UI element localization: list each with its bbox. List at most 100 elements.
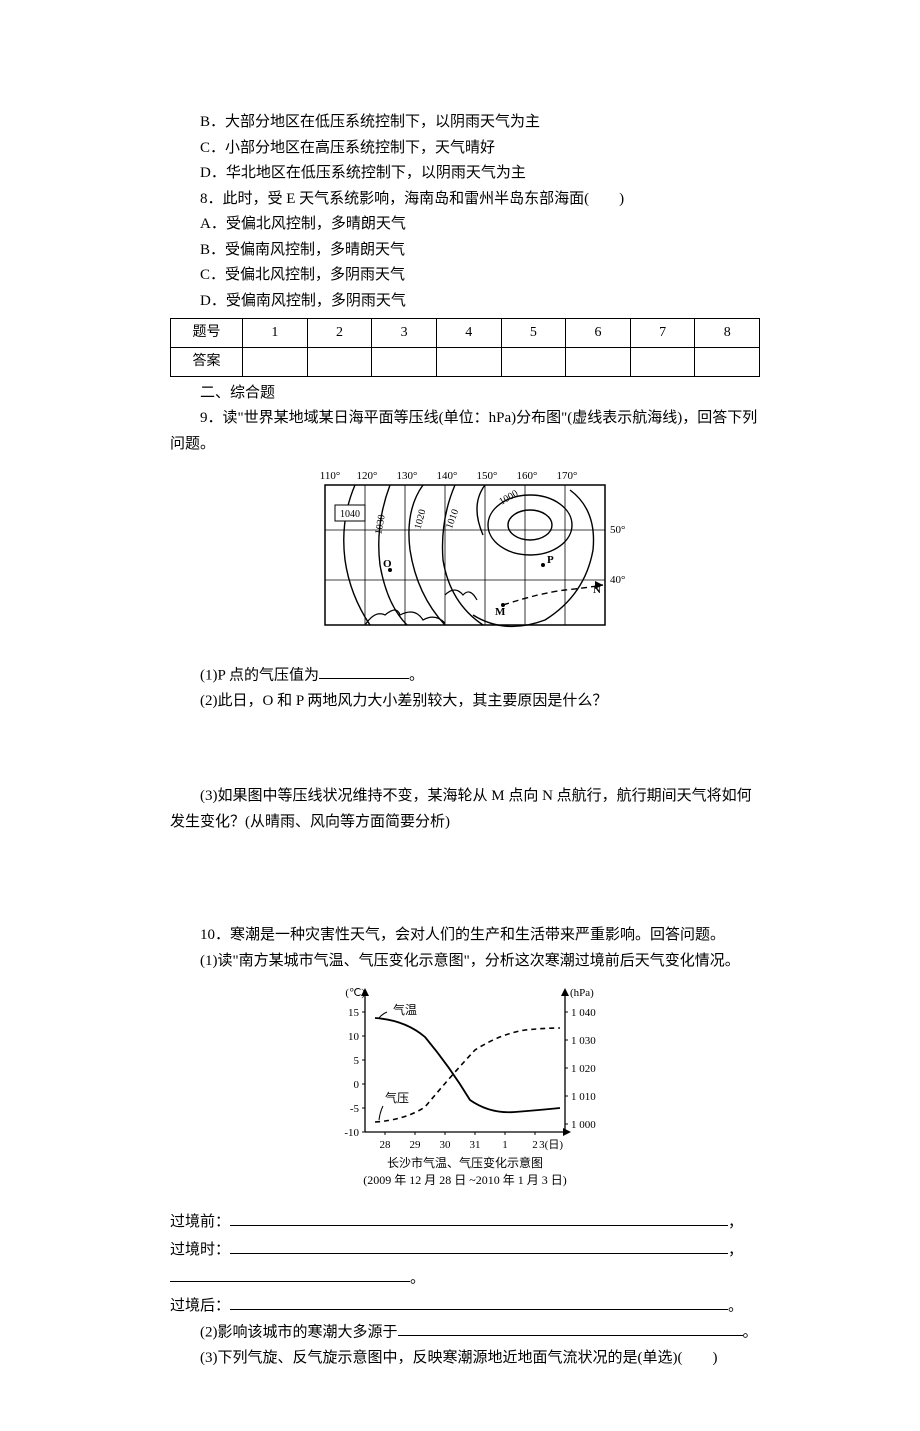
before-label: 过境前： — [170, 1210, 230, 1236]
svg-text:1030: 1030 — [373, 514, 387, 536]
q7-option-d: D．华北地区在低压系统控制下，以阴雨天气为主 — [170, 161, 760, 187]
svg-text:0: 0 — [354, 1079, 360, 1091]
svg-text:1: 1 — [502, 1139, 508, 1151]
svg-text:(℃): (℃) — [345, 987, 365, 999]
during-suffix: 。 — [410, 1270, 425, 1286]
answer-cell[interactable] — [566, 347, 631, 376]
blank-input[interactable] — [230, 1210, 728, 1227]
q7-option-c: C．小部分地区在高压系统控制下，天气晴好 — [170, 136, 760, 162]
q8-option-a: A．受偏北风控制，多晴朗天气 — [170, 212, 760, 238]
q10-during-row: 过境时： ， — [170, 1238, 760, 1264]
svg-text:1 000: 1 000 — [571, 1119, 596, 1131]
svg-text:1000: 1000 — [497, 488, 520, 508]
svg-text:5: 5 — [354, 1055, 360, 1067]
svg-text:40°: 40° — [610, 574, 625, 586]
q8-option-c: C．受偏北风控制，多阴雨天气 — [170, 263, 760, 289]
answer-table: 题号 1 2 3 4 5 6 7 8 答案 — [170, 318, 760, 377]
answer-cell[interactable] — [243, 347, 308, 376]
q10-sub2-suffix: 。 — [743, 1324, 758, 1340]
svg-text:(hPa): (hPa) — [570, 987, 594, 999]
svg-text:140°: 140° — [437, 470, 458, 482]
header-cell: 5 — [501, 319, 566, 348]
svg-text:50°: 50° — [610, 524, 625, 536]
during-label: 过境时： — [170, 1238, 230, 1264]
table-row: 题号 1 2 3 4 5 6 7 8 — [171, 319, 760, 348]
blank-input[interactable] — [398, 1320, 743, 1337]
blank-input[interactable] — [319, 663, 409, 680]
svg-text:10: 10 — [348, 1031, 360, 1043]
svg-text:M: M — [495, 606, 506, 618]
answer-cell[interactable] — [372, 347, 437, 376]
svg-text:28: 28 — [380, 1139, 392, 1151]
svg-text:3(日): 3(日) — [539, 1139, 563, 1151]
after-suffix: 。 — [728, 1298, 743, 1314]
blank-input[interactable] — [230, 1238, 728, 1255]
header-cell: 题号 — [171, 319, 243, 348]
svg-text:气压: 气压 — [385, 1090, 409, 1105]
q8-option-d: D．受偏南风控制，多阴雨天气 — [170, 289, 760, 315]
comma: ， — [728, 1214, 743, 1230]
answer-cell[interactable] — [436, 347, 501, 376]
svg-text:1 010: 1 010 — [571, 1091, 596, 1103]
svg-text:15: 15 — [348, 1007, 360, 1019]
svg-text:P: P — [547, 554, 554, 566]
svg-text:30: 30 — [440, 1139, 452, 1151]
svg-text:长沙市气温、气压变化示意图: 长沙市气温、气压变化示意图 — [387, 1155, 543, 1170]
q10-after-row: 过境后： 。 — [170, 1294, 760, 1320]
q9-sub2: (2)此日，O 和 P 两地风力大小差别较大，其主要原因是什么？ — [170, 689, 760, 715]
q9-sub1-suffix: 。 — [409, 667, 424, 683]
q8-option-b: B．受偏南风控制，多晴朗天气 — [170, 238, 760, 264]
q9-sub3: (3)如果图中等压线状况维持不变，某海轮从 M 点向 N 点航行，航行期间天气将… — [170, 784, 760, 835]
header-cell: 3 — [372, 319, 437, 348]
table-row: 答案 — [171, 347, 760, 376]
q10-stem: 10．寒潮是一种灾害性天气，会对人们的生产和生活带来严重影响。回答问题。 — [170, 923, 760, 949]
q10-sub3: (3)下列气旋、反气旋示意图中，反映寒潮源地近地面气流状况的是(单选)( ) — [170, 1346, 760, 1372]
svg-text:160°: 160° — [517, 470, 538, 482]
svg-text:1 030: 1 030 — [571, 1035, 596, 1047]
q9-sub1: (1)P 点的气压值为 。 — [170, 663, 760, 689]
answer-cell[interactable] — [501, 347, 566, 376]
header-cell: 8 — [695, 319, 760, 348]
header-cell: 7 — [630, 319, 695, 348]
answer-label-cell: 答案 — [171, 347, 243, 376]
svg-text:170°: 170° — [557, 470, 578, 482]
header-cell: 4 — [436, 319, 501, 348]
svg-text:1 040: 1 040 — [571, 1007, 596, 1019]
svg-text:31: 31 — [470, 1139, 481, 1151]
section-2-title: 二、综合题 — [170, 381, 760, 407]
svg-text:1040: 1040 — [340, 509, 360, 520]
temp-pressure-chart: 15 10 5 0 -5 -10 1 040 1 030 1 020 1 010… — [170, 982, 760, 1202]
answer-cell[interactable] — [695, 347, 760, 376]
comma: ， — [728, 1242, 743, 1258]
isobar-map: 110° 120° 130° 140° 150° 160° 170° 50° 4… — [170, 465, 760, 655]
svg-text:-10: -10 — [344, 1127, 359, 1139]
svg-text:150°: 150° — [477, 470, 498, 482]
svg-text:(2009 年 12 月 28 日 ~2010 年 1 月: (2009 年 12 月 28 日 ~2010 年 1 月 3 日) — [363, 1173, 567, 1187]
after-label: 过境后： — [170, 1294, 230, 1320]
q9-sub1-prefix: (1)P 点的气压值为 — [200, 667, 319, 683]
q10-sub1: (1)读"南方某城市气温、气压变化示意图"，分析这次寒潮过境前后天气变化情况。 — [170, 949, 760, 975]
header-cell: 1 — [243, 319, 308, 348]
svg-text:120°: 120° — [357, 470, 378, 482]
blank-input[interactable] — [170, 1266, 410, 1283]
q10-sub2: (2)影响该城市的寒潮大多源于 。 — [170, 1320, 760, 1346]
header-cell: 2 — [307, 319, 372, 348]
svg-text:1 020: 1 020 — [571, 1063, 596, 1075]
svg-text:29: 29 — [410, 1139, 422, 1151]
answer-cell[interactable] — [307, 347, 372, 376]
svg-text:气温: 气温 — [393, 1002, 417, 1017]
q8-stem: 8．此时，受 E 天气系统影响，海南岛和雷州半岛东部海面( ) — [170, 187, 760, 213]
q10-during-row2: 。 — [170, 1266, 760, 1292]
svg-text:130°: 130° — [397, 470, 418, 482]
header-cell: 6 — [566, 319, 631, 348]
q10-sub2-prefix: (2)影响该城市的寒潮大多源于 — [200, 1324, 398, 1340]
svg-text:2: 2 — [532, 1139, 538, 1151]
svg-text:-5: -5 — [350, 1103, 360, 1115]
q7-option-b: B．大部分地区在低压系统控制下，以阴雨天气为主 — [170, 110, 760, 136]
svg-text:O: O — [383, 558, 392, 570]
svg-text:1020: 1020 — [413, 508, 429, 530]
q9-stem: 9．读"世界某地域某日海平面等压线(单位：hPa)分布图"(虚线表示航海线)，回… — [170, 406, 760, 457]
answer-cell[interactable] — [630, 347, 695, 376]
svg-text:110°: 110° — [320, 470, 341, 482]
q10-before-row: 过境前： ， — [170, 1210, 760, 1236]
